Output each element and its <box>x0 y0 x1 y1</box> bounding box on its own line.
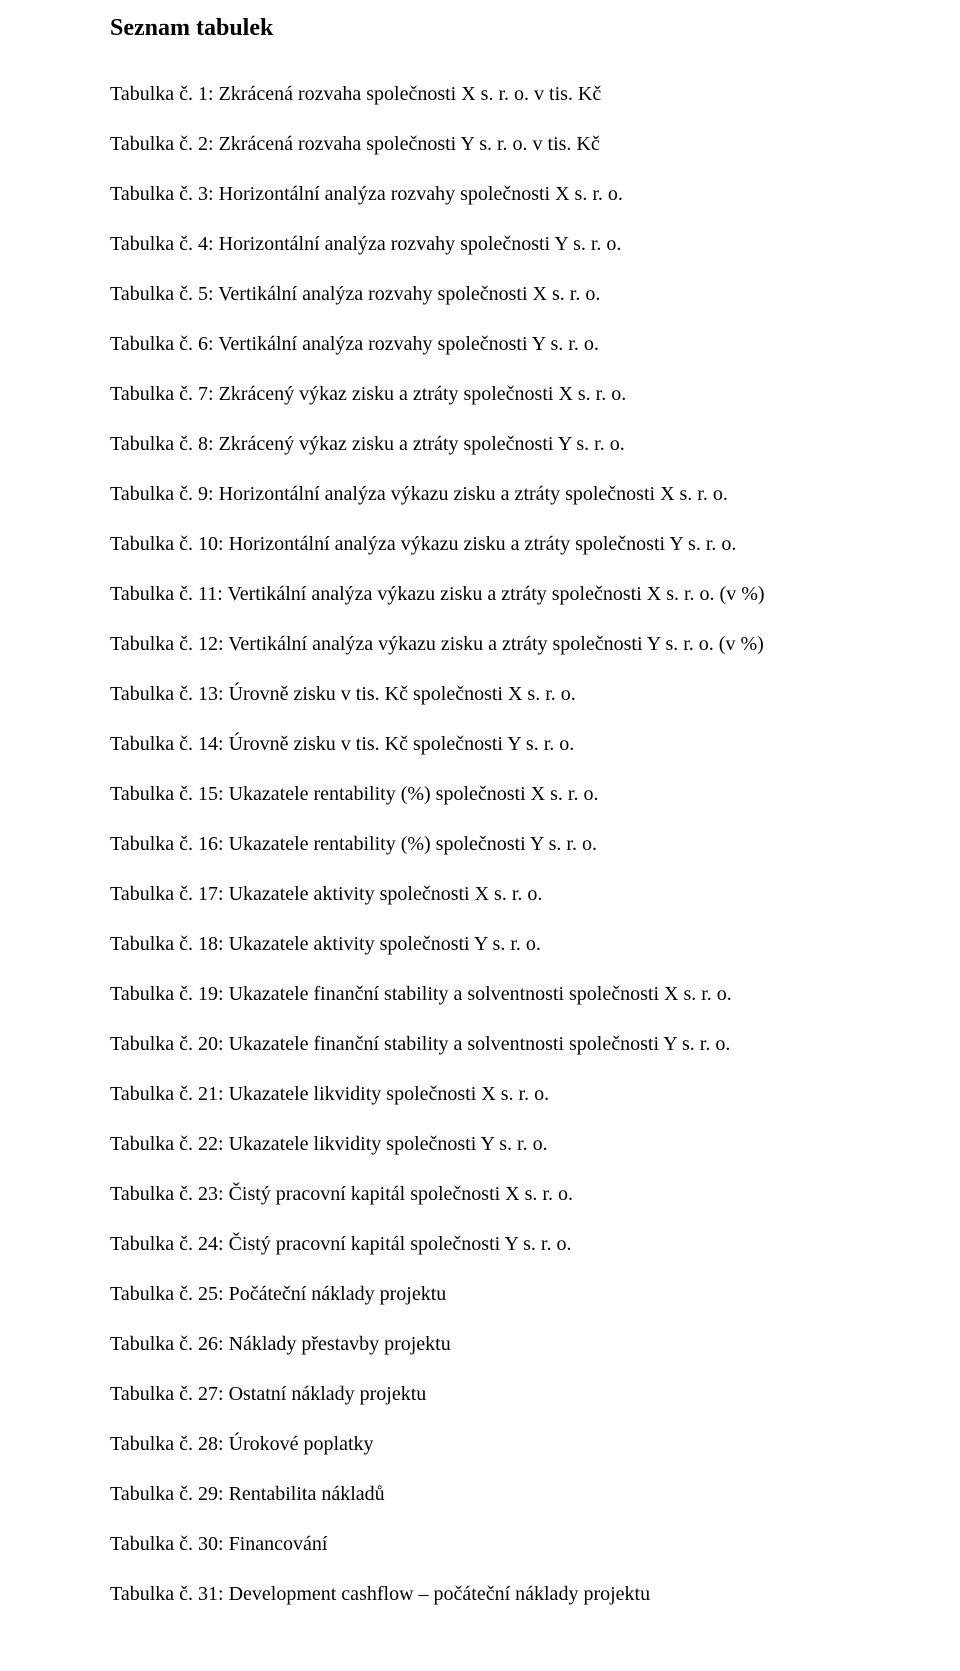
list-item: Tabulka č. 15: Ukazatele rentability (%)… <box>110 781 850 807</box>
list-item: Tabulka č. 25: Počáteční náklady projekt… <box>110 1281 850 1307</box>
list-item: Tabulka č. 10: Horizontální analýza výka… <box>110 531 850 557</box>
list-item: Tabulka č. 3: Horizontální analýza rozva… <box>110 181 850 207</box>
list-item: Tabulka č. 13: Úrovně zisku v tis. Kč sp… <box>110 681 850 707</box>
list-item: Tabulka č. 4: Horizontální analýza rozva… <box>110 231 850 257</box>
list-item: Tabulka č. 28: Úrokové poplatky <box>110 1431 850 1457</box>
list-item: Tabulka č. 1: Zkrácená rozvaha společnos… <box>110 81 850 107</box>
list-item: Tabulka č. 29: Rentabilita nákladů <box>110 1481 850 1507</box>
list-item: Tabulka č. 2: Zkrácená rozvaha společnos… <box>110 131 850 157</box>
list-item: Tabulka č. 24: Čistý pracovní kapitál sp… <box>110 1231 850 1257</box>
list-item: Tabulka č. 14: Úrovně zisku v tis. Kč sp… <box>110 731 850 757</box>
document-page: Seznam tabulek Tabulka č. 1: Zkrácená ro… <box>0 0 960 1671</box>
list-item: Tabulka č. 22: Ukazatele likvidity spole… <box>110 1131 850 1157</box>
list-item: Tabulka č. 16: Ukazatele rentability (%)… <box>110 831 850 857</box>
list-item: Tabulka č. 8: Zkrácený výkaz zisku a ztr… <box>110 431 850 457</box>
list-item: Tabulka č. 7: Zkrácený výkaz zisku a ztr… <box>110 381 850 407</box>
list-item: Tabulka č. 30: Financování <box>110 1531 850 1557</box>
list-item: Tabulka č. 11: Vertikální analýza výkazu… <box>110 581 850 607</box>
list-item: Tabulka č. 23: Čistý pracovní kapitál sp… <box>110 1181 850 1207</box>
list-item: Tabulka č. 21: Ukazatele likvidity spole… <box>110 1081 850 1107</box>
list-item: Tabulka č. 12: Vertikální analýza výkazu… <box>110 631 850 657</box>
list-item: Tabulka č. 6: Vertikální analýza rozvahy… <box>110 331 850 357</box>
list-item: Tabulka č. 9: Horizontální analýza výkaz… <box>110 481 850 507</box>
list-item: Tabulka č. 5: Vertikální analýza rozvahy… <box>110 281 850 307</box>
page-title: Seznam tabulek <box>110 14 850 43</box>
list-item: Tabulka č. 19: Ukazatele finanční stabil… <box>110 981 850 1007</box>
list-item: Tabulka č. 26: Náklady přestavby projekt… <box>110 1331 850 1357</box>
list-item: Tabulka č. 27: Ostatní náklady projektu <box>110 1381 850 1407</box>
list-item: Tabulka č. 20: Ukazatele finanční stabil… <box>110 1031 850 1057</box>
list-item: Tabulka č. 17: Ukazatele aktivity společ… <box>110 881 850 907</box>
list-item: Tabulka č. 18: Ukazatele aktivity společ… <box>110 931 850 957</box>
list-item: Tabulka č. 31: Development cashflow – po… <box>110 1581 850 1607</box>
